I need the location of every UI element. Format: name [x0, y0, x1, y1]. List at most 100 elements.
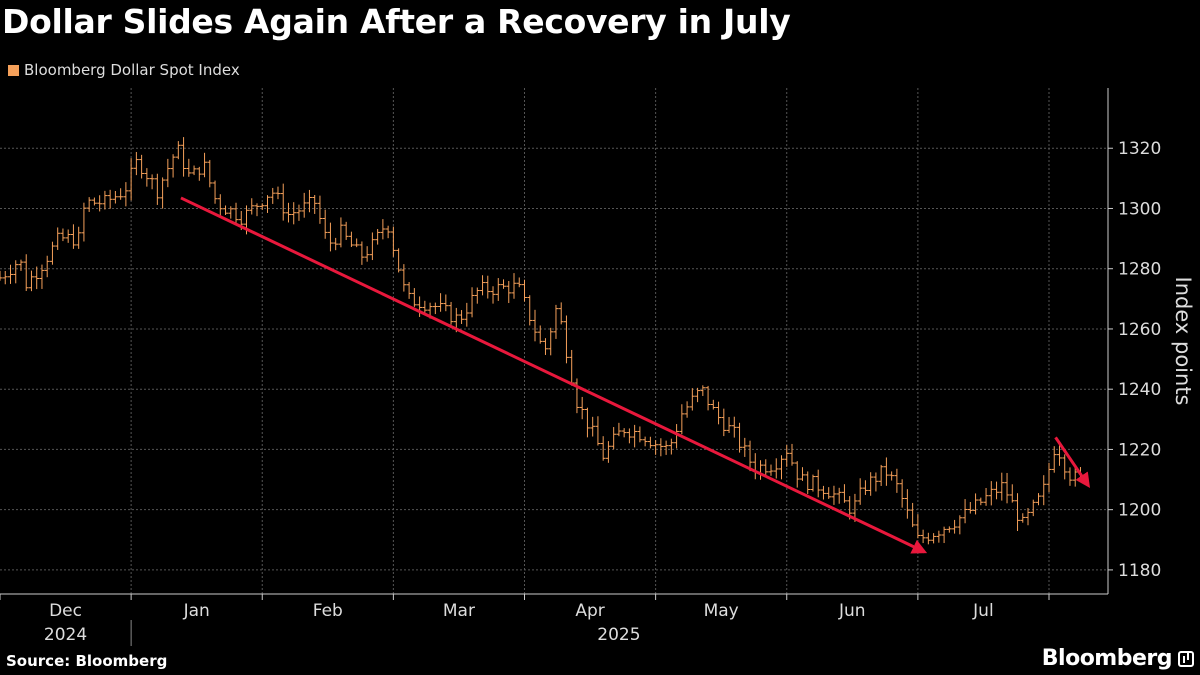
ohlc-bar — [65, 229, 71, 243]
ohlc-bar — [511, 273, 517, 299]
y-tick-label: 1300 — [1118, 199, 1161, 219]
ohlc-bar — [438, 293, 444, 312]
ohlc-bar — [7, 264, 13, 284]
ohlc-bar — [417, 296, 423, 317]
ohlc-bar — [899, 479, 905, 508]
ohlc-bar — [773, 458, 779, 479]
ohlc-bar — [485, 275, 491, 299]
ohlc-bar — [495, 278, 501, 301]
ohlc-bar — [758, 460, 764, 480]
ohlc-bar — [133, 151, 139, 176]
ohlc-bar — [1041, 475, 1047, 506]
ohlc-bar — [13, 260, 19, 284]
y-tick-label: 1280 — [1118, 260, 1161, 280]
ohlc-bar — [196, 166, 202, 181]
chart-logo-icon — [1178, 650, 1194, 667]
ohlc-bar — [857, 478, 863, 505]
ohlc-bar — [952, 519, 958, 534]
ohlc-bar — [742, 437, 748, 457]
ohlc-bar — [359, 241, 365, 265]
ohlc-bar — [28, 270, 34, 292]
ohlc-bar — [889, 471, 895, 481]
ohlc-bar — [385, 225, 391, 239]
ohlc-bar — [76, 226, 82, 249]
ohlc-bar — [826, 487, 832, 499]
ohlc-bar — [831, 485, 837, 505]
ohlc-bar — [737, 422, 743, 453]
ohlc-bar — [1004, 472, 1010, 504]
ohlc-bar — [868, 472, 874, 496]
ohlc-bar — [322, 209, 328, 239]
ohlc-bar — [480, 275, 486, 296]
ohlc-bar — [789, 443, 795, 466]
ohlc-bar — [23, 254, 29, 291]
ohlc-bar — [611, 427, 617, 450]
ohlc-bar — [579, 396, 585, 420]
ohlc-bar — [563, 315, 569, 364]
ohlc-bar — [233, 202, 239, 226]
ohlc-bar — [186, 158, 192, 177]
ohlc-bar — [55, 227, 61, 250]
ohlc-bar — [642, 436, 648, 447]
ohlc-bar — [306, 189, 312, 213]
ohlc-bar — [558, 302, 564, 325]
ohlc-bar — [689, 388, 695, 411]
ohlc-bar — [941, 526, 947, 544]
ohlc-bar — [726, 416, 732, 433]
ohlc-bar — [459, 310, 465, 324]
ohlc-bar — [86, 197, 92, 212]
y-axis-label: Index points — [1171, 277, 1195, 406]
legend-swatch — [8, 64, 19, 76]
x-tick-label: Dec — [49, 601, 82, 621]
ohlc-bar — [674, 424, 680, 449]
ohlc-bar — [223, 205, 229, 216]
ohlc-bar — [60, 228, 66, 242]
ohlc-bar — [112, 190, 118, 204]
ohlc-bar — [170, 154, 176, 178]
ohlc-bar — [443, 294, 449, 312]
ohlc-bar — [799, 467, 805, 481]
x-tick-label: Jun — [838, 601, 866, 621]
ohlc-bar — [1015, 493, 1021, 532]
y-tick-label: 1220 — [1118, 440, 1161, 460]
ohlc-bar — [537, 325, 543, 344]
trend-arrow — [180, 196, 928, 554]
ohlc-bar — [464, 302, 470, 327]
ohlc-bar — [1056, 445, 1062, 466]
ohlc-bar — [149, 174, 155, 190]
ohlc-bar — [653, 440, 659, 455]
ohlc-bar — [894, 468, 900, 493]
ohlc-bar — [123, 182, 129, 207]
ohlc-bar — [632, 424, 638, 448]
ohlc-bar — [139, 154, 145, 179]
y-tick-label: 1260 — [1118, 320, 1161, 340]
ohlc-bar — [910, 502, 916, 528]
ohlc-bar — [836, 487, 842, 504]
y-tick-label: 1200 — [1118, 501, 1161, 521]
ohlc-bar — [1046, 462, 1052, 493]
ohlc-bar — [668, 438, 674, 455]
ohlc-bar — [978, 497, 984, 506]
ohlc-bar — [0, 270, 3, 281]
ohlc-bar — [705, 385, 711, 411]
ohlc-bar — [18, 259, 24, 271]
ohlc-bar — [411, 288, 417, 307]
ohlc-bar — [695, 387, 701, 403]
ohlc-bar — [663, 440, 669, 455]
ohlc-bar — [128, 158, 134, 201]
ohlc-bar — [118, 188, 124, 200]
ohlc-bar — [841, 484, 847, 503]
ohlc-bar — [710, 399, 716, 410]
ohlc-bar — [647, 436, 653, 449]
ohlc-bar — [49, 241, 55, 265]
y-tick-label: 1240 — [1118, 380, 1161, 400]
ohlc-bar — [967, 501, 973, 514]
ohlc-bar — [338, 217, 344, 248]
x-tick-label: Jul — [972, 601, 994, 621]
ohlc-bar — [973, 493, 979, 515]
ohlc-bar — [820, 485, 826, 500]
ohlc-bar — [700, 385, 706, 396]
ohlc-bar — [107, 189, 113, 209]
ohlc-bar — [548, 327, 554, 356]
ohlc-bar — [747, 440, 753, 472]
